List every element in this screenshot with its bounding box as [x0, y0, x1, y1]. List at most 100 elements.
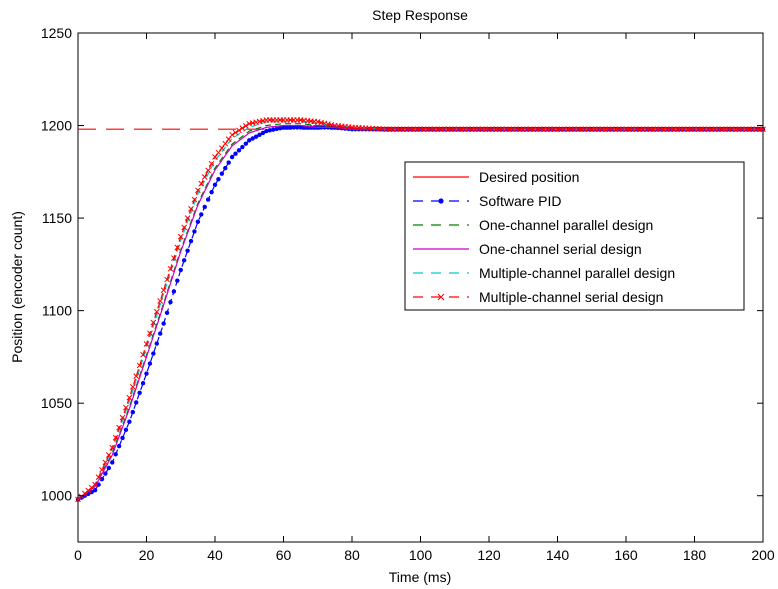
data-point	[267, 128, 272, 133]
data-point	[236, 148, 242, 153]
data-point	[277, 125, 283, 131]
data-point	[250, 136, 255, 141]
data-point	[240, 144, 245, 150]
data-point	[215, 149, 222, 156]
data-point	[208, 160, 215, 167]
data-point	[205, 167, 212, 174]
data-point	[119, 414, 126, 421]
data-point	[130, 409, 135, 415]
legend-label: One-channel parallel design	[479, 217, 653, 233]
data-point	[212, 182, 218, 187]
data-point	[143, 341, 150, 347]
data-point	[171, 289, 177, 294]
data-point	[274, 126, 279, 132]
data-point	[150, 319, 157, 326]
data-point	[226, 160, 231, 165]
x-tick-label: 100	[409, 547, 433, 563]
data-point	[110, 460, 115, 465]
x-tick-label: 80	[344, 547, 360, 563]
x-tick-label: 160	[614, 547, 638, 563]
data-point	[202, 204, 207, 210]
legend-entry: Desired position	[413, 169, 579, 185]
data-point	[243, 141, 249, 146]
x-tick-label: 40	[207, 547, 223, 563]
y-tick-label: 1100	[42, 303, 72, 319]
data-point	[205, 197, 211, 202]
legend: Desired position Software PID One-channel …	[404, 161, 745, 311]
data-point	[298, 125, 303, 130]
data-point	[153, 308, 160, 315]
data-point	[191, 196, 198, 203]
data-point	[123, 404, 129, 411]
data-point	[147, 330, 153, 337]
data-point	[195, 219, 201, 224]
legend-entry: One-channel serial design	[413, 241, 642, 257]
data-point	[134, 400, 139, 405]
x-tick-label: 140	[546, 547, 570, 563]
x-tick-label: 60	[276, 547, 292, 563]
data-point	[185, 248, 190, 253]
data-point	[133, 373, 140, 380]
data-point	[109, 444, 116, 451]
axis-ticks: 0 20 40 60 80 100 120 140 160 180 200 1000 1050 1100 1…	[41, 25, 775, 563]
data-point	[99, 466, 105, 473]
data-point	[264, 128, 269, 134]
legend-entry: Multiple-channel parallel design	[413, 265, 675, 281]
data-point	[225, 136, 232, 143]
data-point	[218, 145, 225, 151]
y-tick-label: 1000	[41, 488, 72, 504]
data-point	[116, 424, 122, 431]
data-point	[242, 123, 249, 129]
x-tick-label: 20	[139, 547, 155, 563]
data-point	[216, 177, 221, 182]
data-point	[192, 229, 197, 234]
data-point	[175, 278, 180, 283]
data-point	[291, 125, 296, 130]
data-point	[178, 267, 183, 273]
legend-entry: Multiple-channel serial design	[413, 289, 663, 305]
data-point	[140, 351, 146, 358]
data-point	[760, 126, 766, 133]
data-point	[160, 287, 167, 294]
data-point	[288, 125, 293, 130]
data-point	[123, 427, 129, 433]
data-point	[212, 154, 218, 160]
data-point	[284, 125, 290, 130]
y-tick-label: 1050	[41, 395, 72, 411]
legend-marker	[438, 198, 444, 204]
y-tick-label: 1250	[41, 25, 72, 41]
data-point	[174, 244, 181, 251]
data-point	[239, 125, 246, 131]
data-point	[161, 321, 166, 326]
data-point	[184, 215, 191, 221]
data-point	[168, 299, 173, 305]
data-point	[188, 205, 194, 212]
legend-entry: Software PID	[413, 193, 561, 209]
data-point	[209, 189, 214, 195]
legend-label: Multiple-channel parallel design	[479, 265, 675, 281]
data-point	[229, 131, 235, 138]
data-point	[154, 341, 159, 346]
data-point	[247, 138, 252, 143]
data-point	[232, 129, 239, 136]
data-point	[198, 180, 205, 187]
data-point	[201, 174, 208, 180]
data-point	[126, 394, 133, 401]
legend-entry: One-channel parallel design	[413, 217, 653, 233]
data-point	[257, 132, 262, 137]
data-point	[199, 212, 204, 217]
data-point	[253, 134, 259, 139]
x-axis-label: Time (ms)	[389, 569, 451, 585]
legend-label: Multiple-channel serial design	[479, 289, 663, 305]
data-point	[233, 151, 238, 156]
data-point	[99, 476, 105, 482]
data-point	[113, 452, 118, 457]
data-point	[147, 361, 153, 366]
data-point	[105, 452, 112, 458]
data-point	[164, 276, 170, 283]
data-point	[188, 238, 194, 244]
data-point	[181, 224, 188, 231]
series-line	[77, 119, 763, 500]
data-point	[195, 187, 201, 194]
